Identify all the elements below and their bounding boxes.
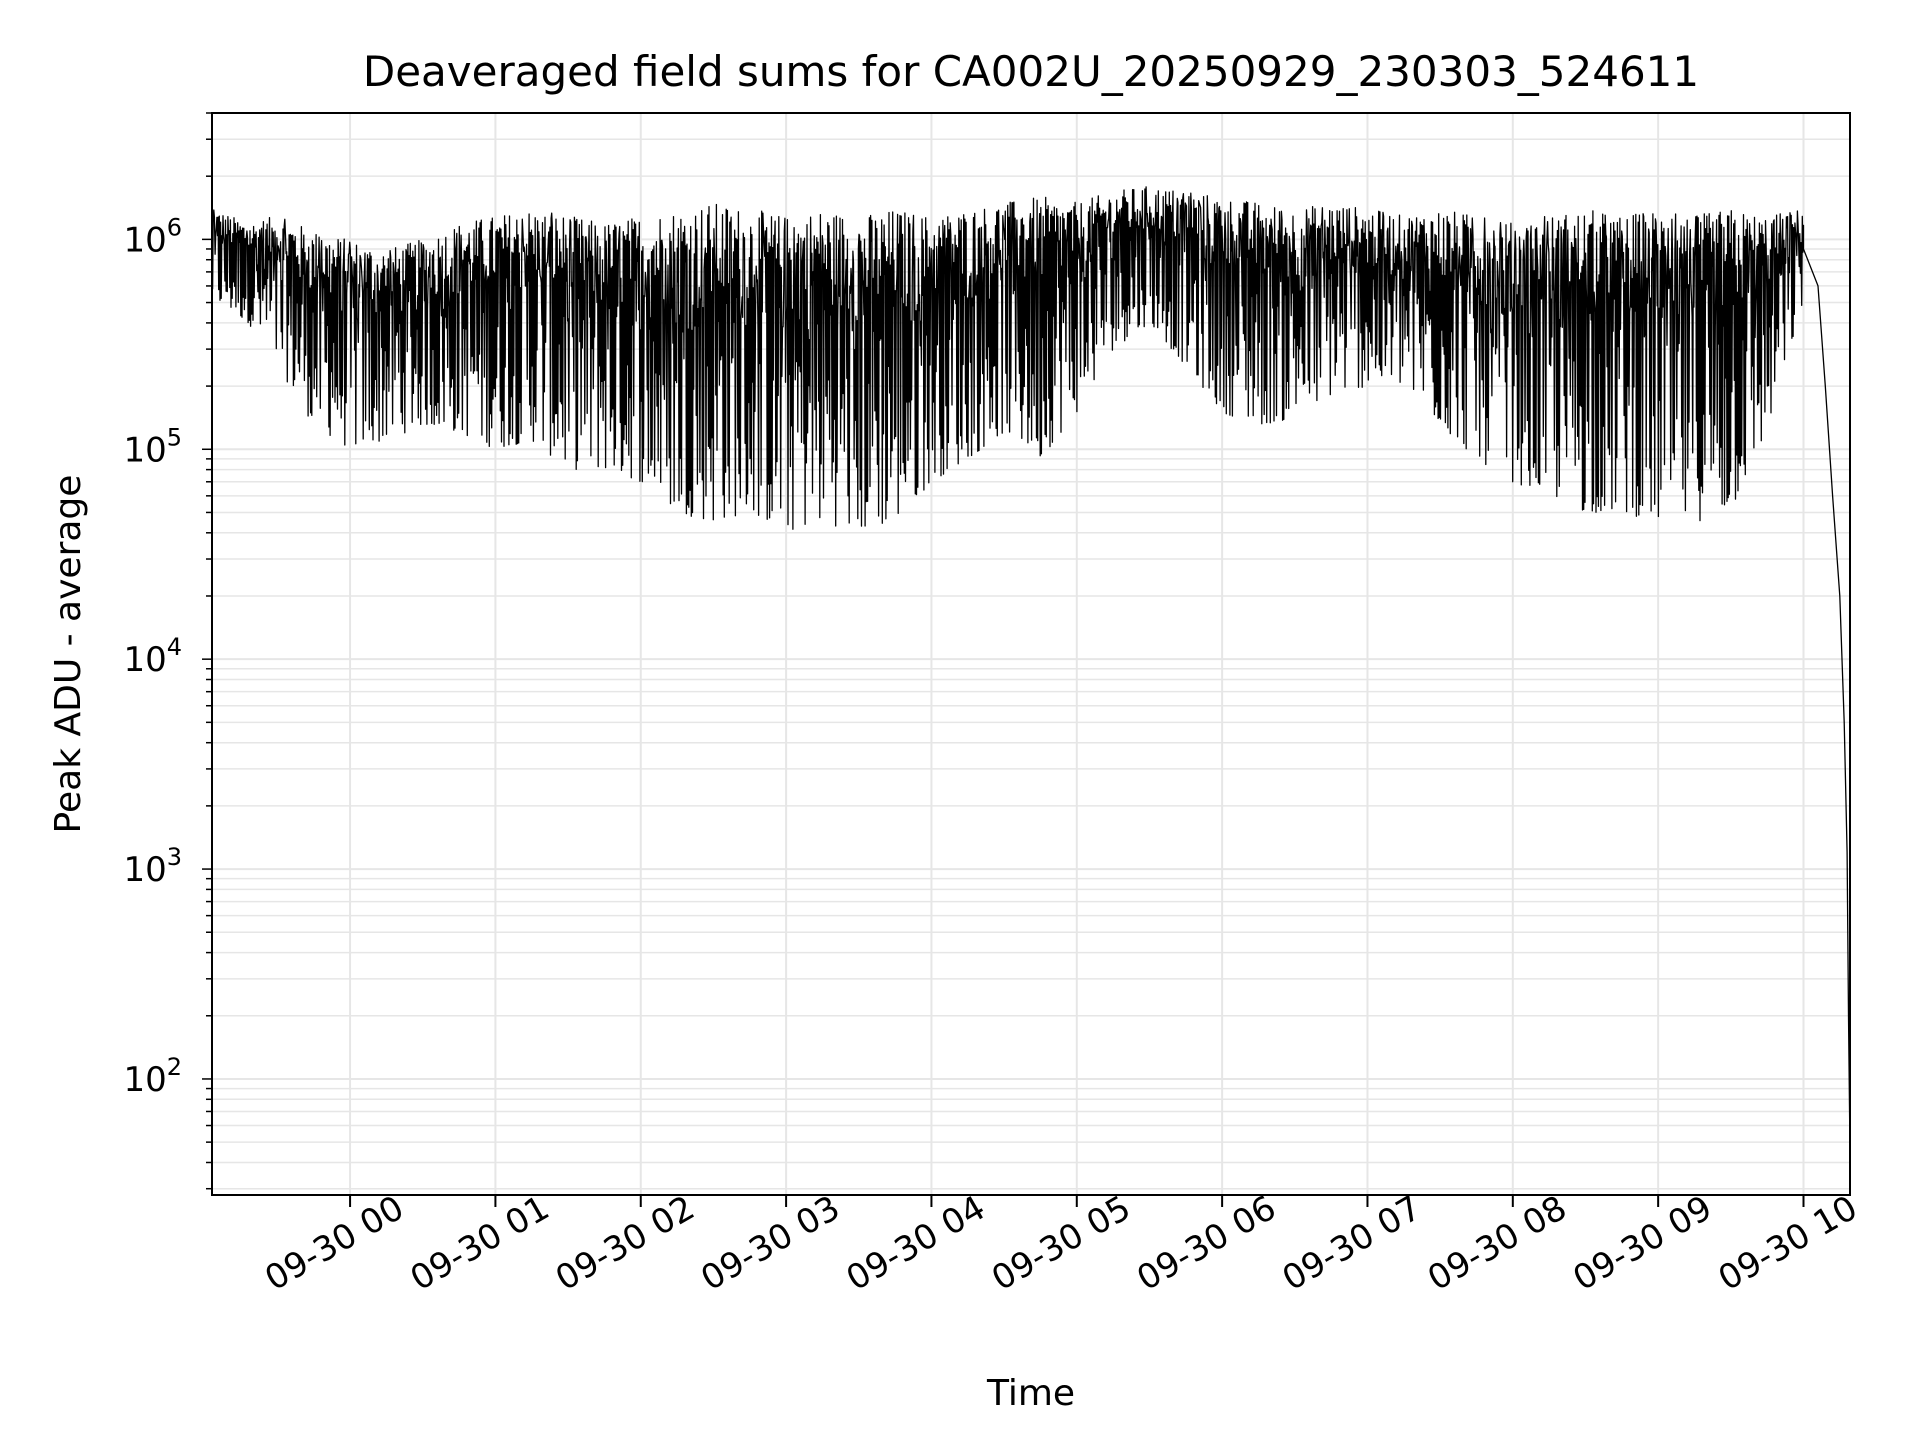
x-tick-label: 09-30 09	[1566, 1188, 1718, 1299]
x-axis-label: Time	[986, 1373, 1075, 1414]
x-tick-label: 09-30 00	[258, 1188, 410, 1299]
x-tick-label: 09-30 05	[985, 1188, 1137, 1299]
y-ticks: 102 103 104 105 106	[123, 112, 212, 1190]
plot-frame	[211, 112, 1851, 1196]
y-tick-label: 106	[123, 213, 182, 260]
x-tick-label: 09-30 08	[1421, 1188, 1573, 1299]
x-tick-label: 09-30 01	[404, 1188, 556, 1299]
series-line-field-sums	[211, 186, 1851, 1152]
y-axis-label: Peak ADU - average	[48, 475, 89, 834]
x-tick-label: 09-30 04	[840, 1188, 992, 1299]
x-tick-label: 09-30 06	[1130, 1188, 1282, 1299]
y-tick-label: 102	[123, 1053, 182, 1100]
y-tick-label: 105	[123, 423, 182, 470]
x-tick-label: 09-30 03	[694, 1188, 846, 1299]
x-tick-label: 09-30 02	[549, 1188, 701, 1299]
y-tick-label: 103	[123, 843, 182, 890]
chart-title: Deaveraged field sums for CA002U_2025092…	[363, 47, 1699, 96]
series	[211, 186, 1851, 1152]
x-tick-label: 09-30 07	[1276, 1188, 1428, 1299]
y-tick-label: 104	[123, 633, 182, 680]
x-tick-label: 09-30 10	[1712, 1188, 1864, 1299]
